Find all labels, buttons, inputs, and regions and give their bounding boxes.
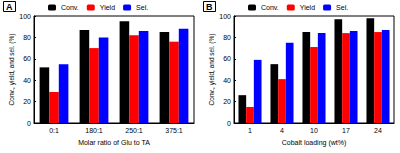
svg-text:100: 100 — [219, 13, 231, 20]
svg-text:0: 0 — [227, 120, 231, 127]
svg-text:Sel.: Sel. — [136, 4, 148, 11]
svg-text:10: 10 — [310, 127, 318, 134]
svg-text:0: 0 — [27, 120, 31, 127]
svg-text:40: 40 — [23, 77, 31, 84]
svg-text:24: 24 — [374, 127, 382, 134]
svg-text:Conv., yield, and sel. (%): Conv., yield, and sel. (%) — [208, 34, 216, 106]
svg-text:80: 80 — [223, 34, 231, 41]
svg-text:20: 20 — [23, 98, 31, 105]
svg-text:Sel.: Sel. — [336, 4, 348, 11]
svg-text:A: A — [6, 2, 13, 12]
svg-text:1: 1 — [248, 127, 252, 134]
svg-text:17: 17 — [342, 127, 350, 134]
svg-text:80: 80 — [23, 34, 31, 41]
svg-text:20: 20 — [223, 98, 231, 105]
svg-text:B: B — [206, 2, 213, 12]
svg-text:4: 4 — [280, 127, 284, 134]
svg-text:40: 40 — [223, 77, 231, 84]
svg-text:180:1: 180:1 — [85, 127, 103, 134]
svg-text:60: 60 — [23, 55, 31, 62]
svg-text:Conv., yield, and sel. (%): Conv., yield, and sel. (%) — [8, 34, 16, 106]
svg-text:Molar ratio of Glu to TA: Molar ratio of Glu to TA — [78, 139, 150, 146]
svg-text:0:1: 0:1 — [49, 127, 59, 134]
svg-text:100: 100 — [19, 13, 31, 20]
svg-text:Conv.: Conv. — [61, 4, 79, 11]
svg-text:Yield: Yield — [300, 4, 315, 11]
svg-text:375:1: 375:1 — [165, 127, 183, 134]
svg-text:Conv.: Conv. — [261, 4, 279, 11]
svg-text:250:1: 250:1 — [125, 127, 143, 134]
svg-text:60: 60 — [223, 55, 231, 62]
svg-text:Cobalt loading (wt%): Cobalt loading (wt%) — [282, 139, 347, 147]
svg-text:Yield: Yield — [100, 4, 115, 11]
